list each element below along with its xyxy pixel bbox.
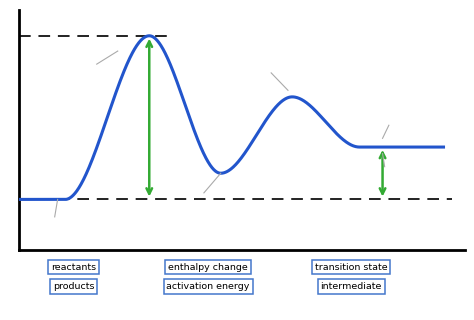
Text: transition state: transition state <box>315 262 387 272</box>
Text: activation energy: activation energy <box>166 282 250 291</box>
Text: products: products <box>53 282 94 291</box>
Text: enthalpy change: enthalpy change <box>168 262 248 272</box>
Text: intermediate: intermediate <box>320 282 382 291</box>
Text: reactants: reactants <box>51 262 96 272</box>
